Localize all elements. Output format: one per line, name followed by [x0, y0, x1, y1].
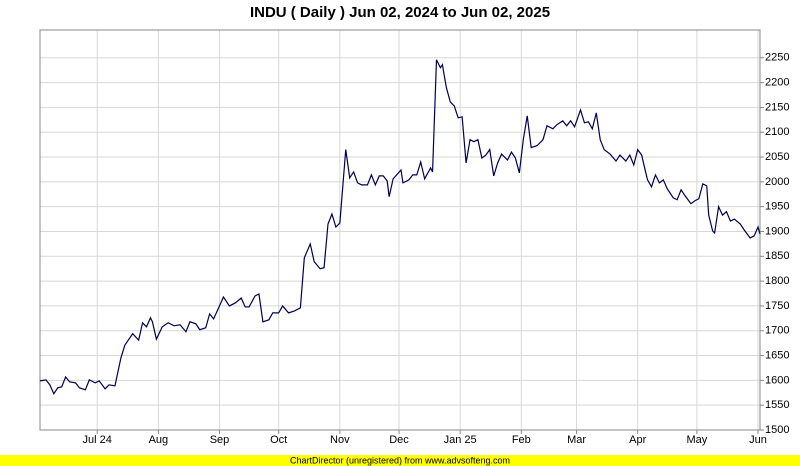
- x-tick-label: Nov: [330, 434, 350, 446]
- plot-border: [39, 29, 761, 431]
- x-tick-label: Dec: [389, 434, 409, 446]
- x-tick-label: Aug: [149, 434, 169, 446]
- y-tick-label: 1950: [765, 201, 789, 213]
- footer-text: ChartDirector (unregistered) from www.ad…: [290, 455, 510, 465]
- price-line: [39, 59, 761, 396]
- y-tick-label: 1600: [765, 374, 789, 386]
- plot-area: [40, 30, 760, 430]
- y-tick-label: 1700: [765, 325, 789, 337]
- x-tick-label: Sep: [210, 434, 230, 446]
- y-tick-label: 2200: [765, 77, 789, 89]
- y-tick-label: 1850: [765, 250, 789, 262]
- footer-bar: [0, 455, 800, 466]
- y-tick-label: 2050: [765, 151, 789, 163]
- x-tick-label: Feb: [512, 434, 531, 446]
- y-tick-label: 2150: [765, 101, 789, 113]
- y-tick-label: 1750: [765, 300, 789, 312]
- y-tick-label: 2100: [765, 126, 789, 138]
- grid: [40, 30, 760, 431]
- x-tick-label: Oct: [270, 434, 287, 446]
- y-tick-label: 1800: [765, 275, 789, 287]
- x-tick-label: Jan 25: [444, 434, 477, 446]
- x-tick-label: Mar: [567, 434, 586, 446]
- chart-title: INDU ( Daily ) Jun 02, 2024 to Jun 02, 2…: [250, 4, 550, 21]
- y-tick-label: 2250: [765, 52, 789, 64]
- x-tick-label: Jun: [749, 434, 767, 446]
- y-tick-label: 1900: [765, 225, 789, 237]
- y-tick-label: 2000: [765, 176, 789, 188]
- x-tick-label: May: [686, 434, 707, 446]
- x-tick-label: Apr: [629, 434, 646, 446]
- x-tick-label: Jul 24: [83, 434, 112, 446]
- y-tick-label: 1550: [765, 399, 789, 411]
- y-tick-label: 1500: [765, 424, 789, 436]
- y-tick-label: 1650: [765, 349, 789, 361]
